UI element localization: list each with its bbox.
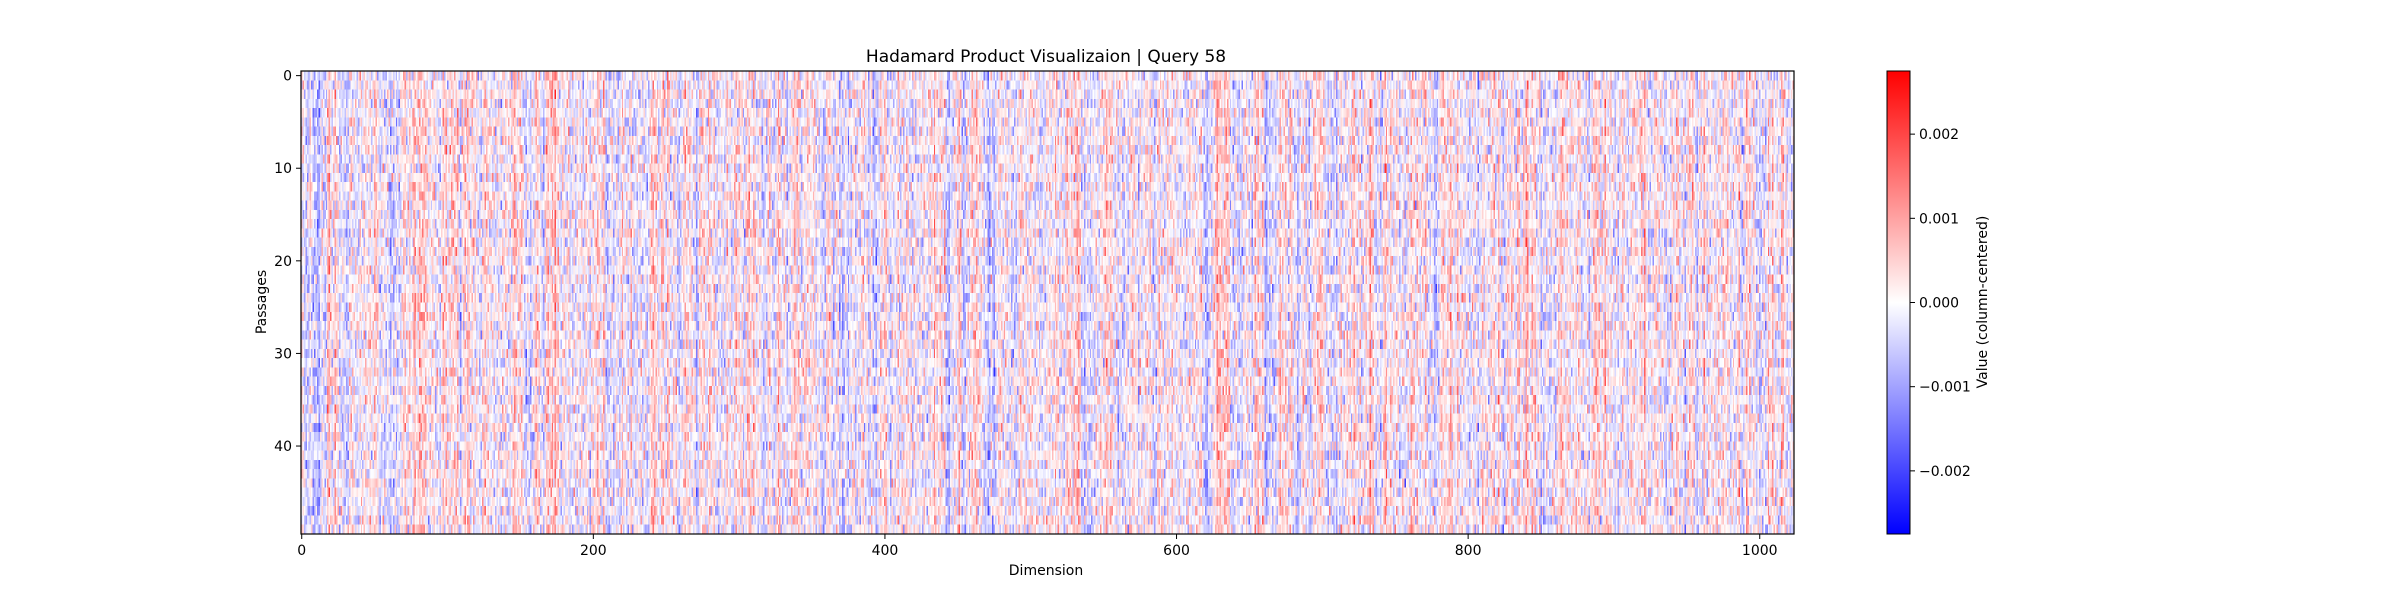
colorbar-tick-label: −0.001 (1919, 380, 1971, 396)
x-axis-ticks: 0 200 400 600 800 1000 (297, 534, 1778, 559)
x-tick-label: 0 (297, 543, 306, 559)
colorbar: 0.002 0.001 0.000 −0.001 −0.002 Value (colum… (1886, 70, 1991, 535)
x-tick-label: 200 (580, 543, 607, 559)
colorbar-tick-label: 0.001 (1919, 211, 1959, 227)
y-tick-label: 20 (274, 254, 292, 270)
colorbar-tick-label: 0.000 (1919, 296, 1959, 312)
y-tick-label: 0 (283, 69, 292, 85)
colorbar-tick-label: 0.002 (1919, 127, 1959, 143)
y-axis-ticks: 0 10 20 30 40 (274, 69, 301, 455)
heatmap-cells (301, 71, 1794, 534)
colorbar-ticks: 0.002 0.001 0.000 −0.001 −0.002 (1910, 127, 1971, 480)
colorbar-gradient (1886, 70, 1911, 535)
heatmap-plot-area (300, 70, 1795, 535)
y-tick-label: 40 (274, 439, 292, 455)
x-tick-label: 600 (1163, 543, 1190, 559)
plot-frame (300, 70, 1795, 535)
x-tick-label: 400 (872, 543, 899, 559)
y-tick-label: 30 (274, 346, 292, 362)
y-axis-label: Passages (254, 270, 270, 334)
x-axis-label: Dimension (1009, 563, 1083, 579)
y-tick-label: 10 (274, 161, 292, 177)
colorbar-tick-label: −0.002 (1919, 464, 1971, 480)
x-tick-label: 1000 (1742, 543, 1778, 559)
x-tick-label: 800 (1455, 543, 1482, 559)
chart-title: Hadamard Product Visualizaion | Query 58 (866, 47, 1226, 67)
colorbar-label: Value (column-centered) (1975, 216, 1991, 389)
